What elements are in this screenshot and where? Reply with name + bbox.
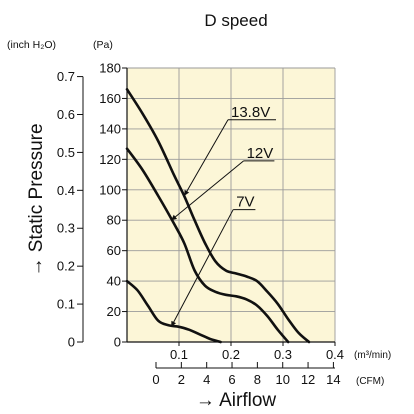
- y-primary-tick-label-3: 60: [107, 243, 121, 258]
- leader-line-2: [170, 209, 234, 328]
- y-secondary-tick-label-3: 0.3: [57, 221, 75, 236]
- x-primary-tick-label-0: 0.1: [170, 347, 188, 362]
- x-primary-unit-label: (m³/min): [354, 350, 391, 361]
- y-secondary-tick-label-4: 0.4: [57, 183, 75, 198]
- y-primary-tick-label-5: 100: [99, 182, 121, 197]
- x-secondary-tick-label-1: 2: [178, 372, 185, 387]
- y-primary-tick-label-0: 0: [114, 335, 121, 350]
- y-secondary-tick-label-5: 0.5: [57, 145, 75, 160]
- y-secondary-unit-label: (inch H₂O): [7, 39, 56, 51]
- x-primary-tick-label-2: 0.3: [274, 347, 292, 362]
- leader-arrow-1: [171, 214, 178, 221]
- y-axis-title: → Static Pressure: [26, 123, 47, 276]
- leader-line-1: [170, 160, 244, 221]
- y-secondary-tick-label-2: 0.2: [57, 259, 75, 274]
- y-secondary-tick-label-6: 0.6: [57, 107, 75, 122]
- x-primary-tick-group: 0.1 0.2 0.3 0.4: [170, 342, 344, 362]
- leader-arrow-0: [184, 189, 190, 196]
- leader-arrow-2: [171, 320, 177, 327]
- y-secondary-tick-label-1: 0.1: [57, 297, 75, 312]
- y-primary-tick-label-4: 80: [107, 213, 121, 228]
- x-secondary-tick-label-5: 10: [275, 372, 289, 387]
- series-label-2: 7V: [236, 194, 254, 211]
- y-primary-tick-label-1: 20: [107, 304, 121, 319]
- x-secondary-tick-label-7: 14: [326, 372, 340, 387]
- leader-line-0: [183, 119, 229, 197]
- y-secondary-tick-label-7: 0.7: [57, 69, 75, 84]
- series-label-1: 12V: [247, 145, 274, 162]
- x-secondary-tick-label-4: 8: [254, 372, 261, 387]
- chart-title: D speed: [204, 11, 267, 30]
- series-line-2: [125, 279, 222, 344]
- series-label-group: 13.8V 12V 7V: [231, 104, 273, 211]
- series-line-0: [125, 88, 311, 344]
- y-primary-tick-group: 0 20 40 60 80 100 120 140 160 180: [99, 61, 127, 350]
- label-leader-lines: [170, 119, 276, 328]
- x-axis-title: → Airflow: [196, 390, 277, 411]
- y-secondary-tick-label-0: 0: [68, 335, 75, 350]
- x-secondary-unit-label: (CFM): [356, 376, 384, 387]
- y-primary-tick-label-7: 140: [99, 121, 121, 136]
- series-label-0: 13.8V: [231, 104, 270, 121]
- x-primary-tick-label-3: 0.4: [326, 347, 344, 362]
- x-secondary-tick-label-0: 0: [152, 372, 159, 387]
- y-primary-tick-label-9: 180: [99, 61, 121, 76]
- y-primary-tick-label-8: 160: [99, 91, 121, 106]
- x-primary-tick-label-1: 0.2: [222, 347, 240, 362]
- x-secondary-tick-group: 0 2 4 6 8 10 12 14: [152, 362, 341, 387]
- x-secondary-tick-label-2: 4: [203, 372, 210, 387]
- x-secondary-tick-label-6: 12: [301, 372, 315, 387]
- y-primary-tick-label-2: 40: [107, 274, 121, 289]
- x-secondary-tick-label-3: 6: [228, 372, 235, 387]
- grid-lines: [127, 67, 336, 342]
- y-primary-unit-label: (Pa): [93, 39, 113, 51]
- series-line-1: [125, 147, 290, 344]
- y-primary-tick-label-6: 120: [99, 152, 121, 167]
- y-secondary-tick-group: 0 0.1 0.2 0.3 0.4 0.5 0.6 0.7: [57, 69, 84, 350]
- curve-group: [125, 88, 311, 344]
